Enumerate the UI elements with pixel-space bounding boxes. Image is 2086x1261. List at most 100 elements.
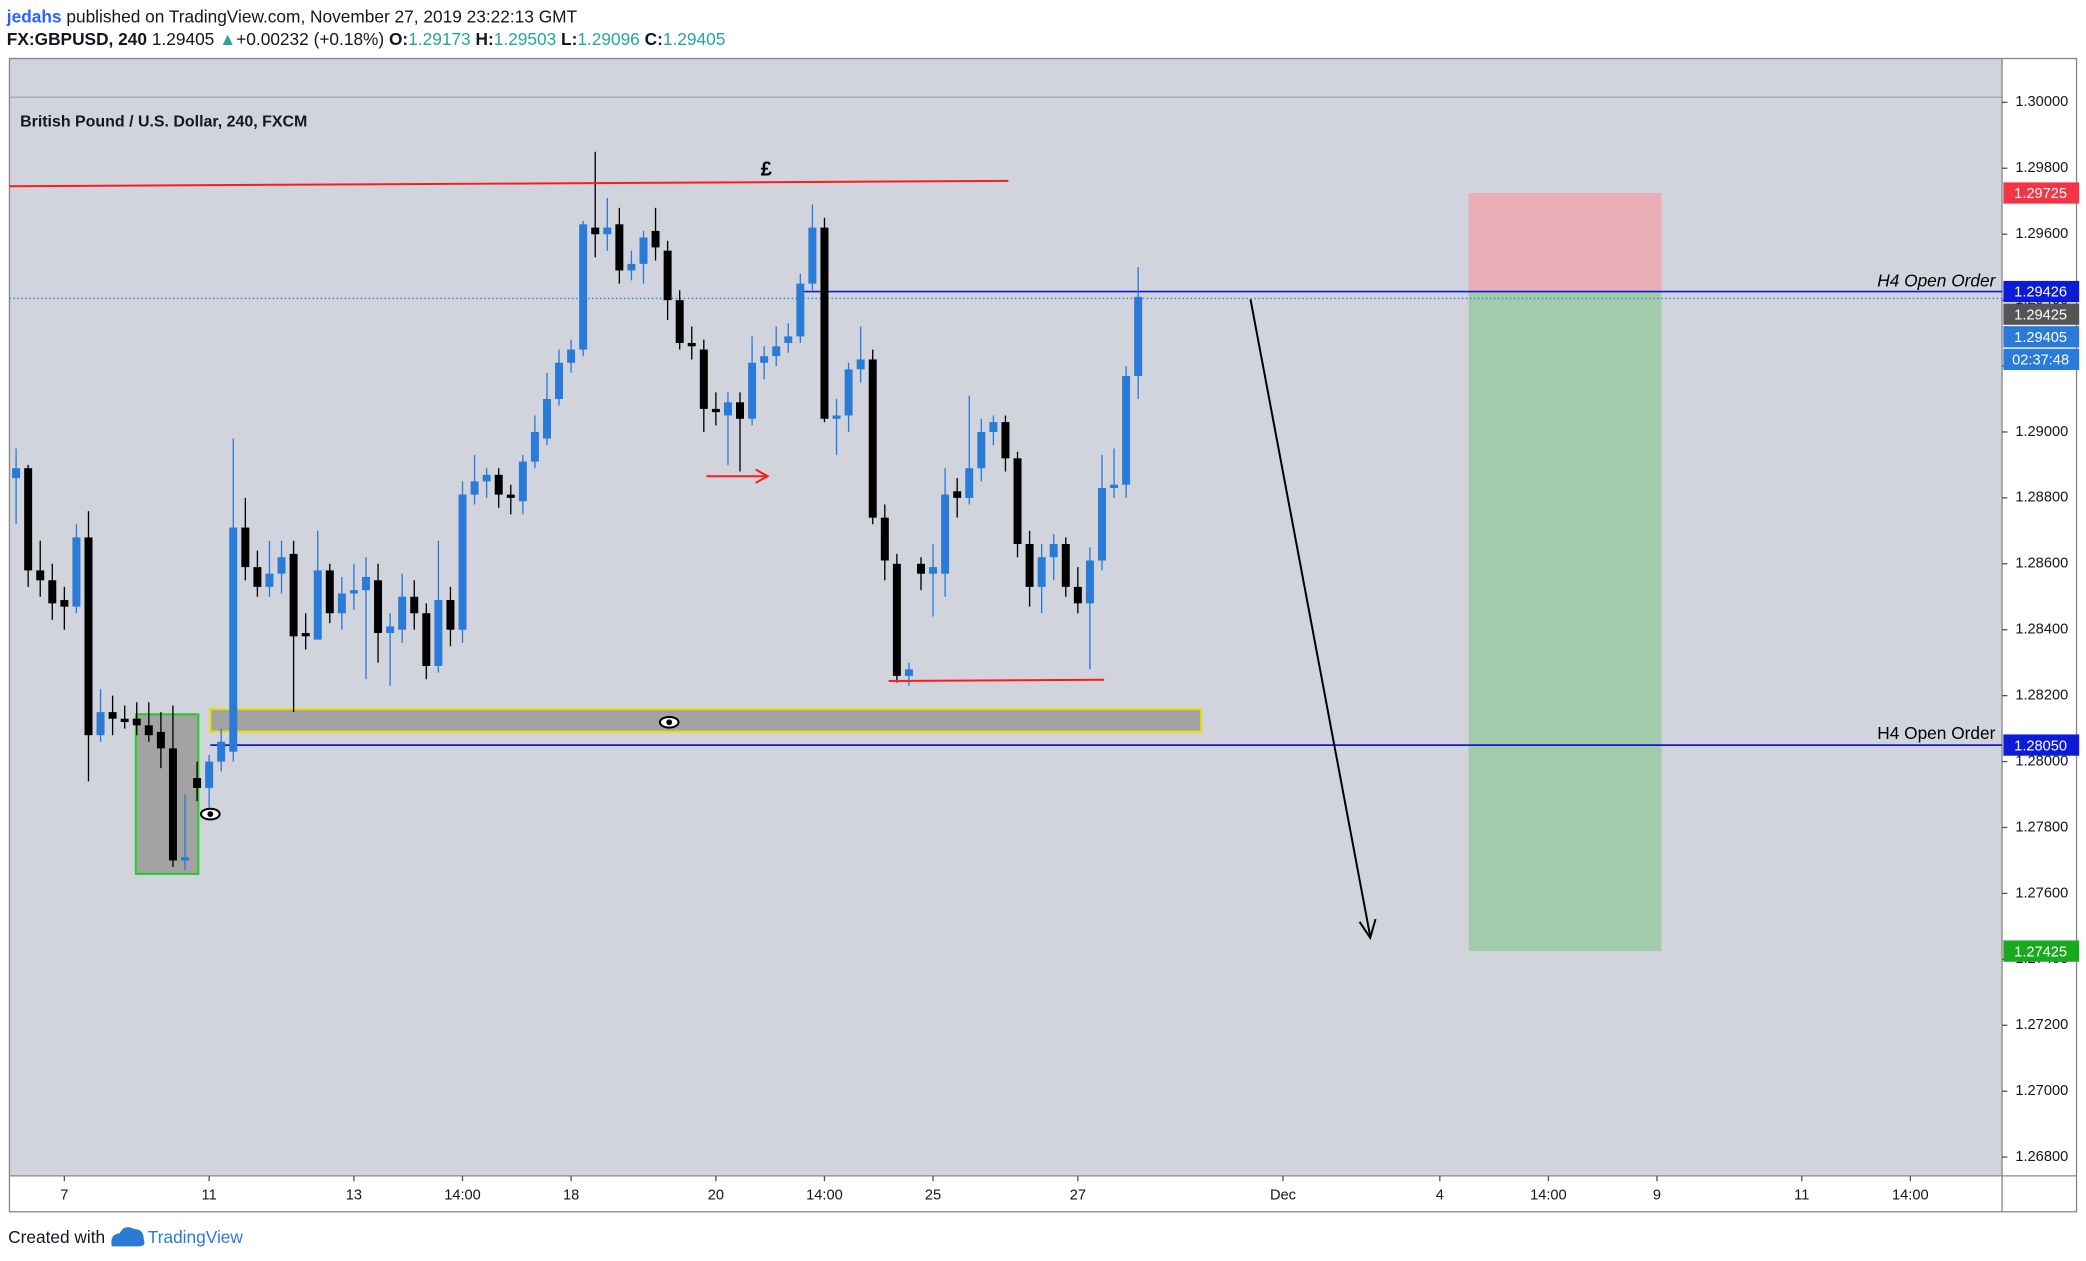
price-marker-label: 1.29426 — [2014, 285, 2067, 301]
y-tick-label: 1.27200 — [2015, 1017, 2068, 1033]
price-marker-label: 1.28050 — [2014, 738, 2067, 754]
price-marker — [2003, 303, 2080, 325]
candle-body — [953, 491, 962, 498]
price-marker — [2003, 326, 2080, 348]
y-tick-label: 1.28600 — [2015, 556, 2068, 572]
candle-body — [760, 356, 769, 363]
y-tick-label: 1.29600 — [2015, 226, 2068, 242]
price-marker — [2003, 182, 2080, 204]
candle-body — [904, 669, 913, 676]
candle-body — [639, 237, 648, 264]
candle-body — [808, 227, 817, 284]
candle-body — [844, 369, 853, 416]
o-label: O: — [389, 28, 408, 48]
candle-body — [205, 761, 214, 788]
user[interactable]: jedahs — [6, 6, 62, 26]
c-label: C: — [645, 28, 663, 48]
candle-body — [1025, 544, 1034, 587]
candle-body — [156, 731, 165, 749]
chart-frame — [8, 57, 2078, 1213]
candle-body — [144, 725, 153, 736]
y-tick-label: 1.26800 — [2015, 1149, 2068, 1165]
candle-body — [1037, 557, 1046, 587]
last: 1.29405 — [152, 28, 214, 48]
published: published on TradingView.com, November 2… — [66, 6, 577, 26]
candle-body — [977, 431, 986, 469]
red-arrow — [706, 468, 770, 484]
stop-zone — [1468, 193, 1662, 292]
candle-body — [723, 402, 732, 416]
candle-body — [1049, 544, 1058, 558]
candle-body — [591, 227, 600, 235]
candle-body — [458, 494, 467, 630]
pound-label: £ — [761, 159, 772, 181]
candle-body — [482, 474, 491, 482]
candle-body — [265, 573, 274, 587]
price-marker — [2003, 940, 2080, 962]
candle-body — [868, 359, 877, 518]
x-tick-label: 14:00 — [1892, 1188, 1929, 1204]
y-tick-label: 1.28800 — [2015, 490, 2068, 506]
countdown-label: 02:37:48 — [2012, 353, 2069, 369]
tradingview-logo — [111, 1227, 145, 1247]
countdown-box — [2003, 348, 2080, 371]
candle-body — [796, 283, 805, 337]
candle-body — [193, 778, 202, 788]
candle-body — [892, 563, 901, 676]
candle-body — [108, 712, 117, 719]
y-tick-label: 1.30000 — [2015, 94, 2068, 110]
footer-brand[interactable]: TradingView — [148, 1227, 244, 1247]
candle-body — [941, 494, 950, 574]
x-tick-label: Dec — [1270, 1188, 1296, 1204]
arrow: ▲ — [219, 28, 236, 48]
eye-icon — [658, 715, 680, 729]
candle-body — [675, 300, 684, 343]
candle-body — [555, 362, 564, 400]
y-tick-label: 1.28400 — [2015, 622, 2068, 638]
x-tick-label: 14:00 — [444, 1188, 481, 1204]
candle-body — [1122, 375, 1131, 485]
candle-body — [422, 613, 431, 666]
symbol-line: FX:GBPUSD, 240 1.29405 ▲+0.00232 (+0.18%… — [7, 28, 726, 48]
y-tick-label: 1.29800 — [2015, 160, 2068, 176]
x-tick-label: 18 — [563, 1188, 579, 1204]
candle-body — [1073, 586, 1082, 604]
x-tick-label: 14:00 — [1530, 1188, 1567, 1204]
candle-body — [386, 626, 395, 634]
candle-body — [965, 468, 974, 498]
price-marker-label: 1.29405 — [2014, 330, 2067, 346]
candle-body — [917, 563, 925, 574]
x-tick-label: 9 — [1653, 1188, 1661, 1204]
candle-body — [253, 567, 262, 587]
candle-body — [856, 359, 865, 370]
x-tick-label: 14:00 — [806, 1188, 843, 1204]
candle-body — [1097, 487, 1106, 561]
candle-body — [711, 408, 720, 413]
candle-body — [615, 224, 624, 271]
candle-body — [229, 527, 238, 752]
footer-created: Created with — [8, 1227, 105, 1247]
order-label: H4 Open Order — [1877, 271, 1996, 291]
candle-body — [1013, 458, 1022, 545]
candle-body — [60, 600, 69, 607]
o: 1.29173 — [408, 28, 470, 48]
x-tick-label: 27 — [1070, 1188, 1086, 1204]
candle-body — [181, 857, 190, 861]
candle-body — [699, 349, 708, 409]
candle-body — [784, 336, 793, 343]
candle-body — [349, 590, 358, 594]
candle-body — [1061, 544, 1070, 587]
candle-body — [24, 468, 33, 571]
candle-body — [494, 474, 503, 495]
price-marker-label: 1.29425 — [2014, 307, 2067, 323]
candle-body — [398, 596, 407, 630]
resistance-line — [9, 179, 1009, 188]
candle-body — [832, 415, 841, 419]
candle-body — [820, 227, 829, 419]
candle-body — [337, 593, 346, 614]
target-zone — [1468, 291, 1662, 952]
candle-body — [72, 537, 81, 607]
publish-line: jedahs published on TradingView.com, Nov… — [6, 6, 578, 26]
y-tick-label: 1.29000 — [2015, 424, 2068, 440]
candle-body — [217, 741, 226, 762]
